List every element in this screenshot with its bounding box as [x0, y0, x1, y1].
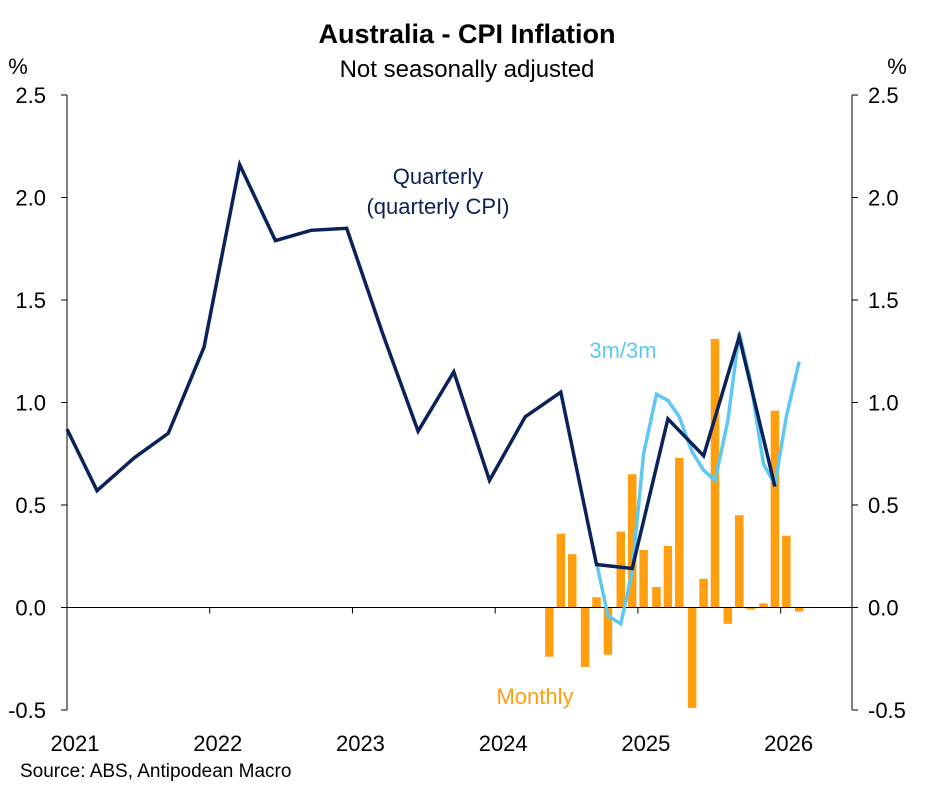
- monthly-bar: [723, 607, 733, 624]
- right-y-tick-label: -0.5: [868, 698, 906, 723]
- 3m3m-series-line: [594, 332, 801, 627]
- x-tick-label: 2026: [764, 731, 813, 756]
- x-tick-label: 2021: [51, 731, 100, 756]
- chart-title: Australia - CPI Inflation: [318, 19, 615, 49]
- monthly-bar: [580, 607, 590, 667]
- x-tick-label: 2024: [479, 731, 528, 756]
- left-y-tick-label: 0.5: [15, 493, 46, 518]
- x-tick-label: 2023: [336, 731, 385, 756]
- left-y-tick-label: 1.0: [15, 391, 46, 416]
- monthly-bar: [759, 603, 768, 608]
- left-y-tick-label: 1.5: [15, 288, 46, 313]
- right-y-tick-label: 0.0: [868, 596, 899, 621]
- tick-labels: 2.5 2.5 2.0 2.0 1.5 1.5 1.0 1.0 0.5 0.5 0.0 0.0 -0.5…: [8, 83, 906, 756]
- quarterly-series-line: [65, 159, 777, 571]
- monthly-bar: [794, 607, 804, 612]
- monthly-bars: [545, 338, 804, 708]
- monthly-bar: [675, 457, 684, 608]
- source-note: Source: ABS, Antipodean Macro: [20, 761, 291, 782]
- right-y-tick-label: 1.5: [868, 288, 899, 313]
- x-tick-label: 2022: [193, 731, 242, 756]
- monthly-bar: [652, 587, 661, 608]
- right-y-tick-label: 1.0: [868, 391, 899, 416]
- left-y-tick-label: 2.0: [15, 186, 46, 211]
- monthly-bar: [545, 607, 554, 657]
- monthly-bar: [699, 578, 708, 608]
- monthly-bar: [568, 554, 577, 608]
- monthly-bar: [627, 474, 637, 608]
- right-y-tick-label: 2.5: [868, 83, 899, 108]
- monthly-bar: [687, 607, 697, 708]
- x-tick-label: 2025: [621, 731, 670, 756]
- chart-subtitle: Not seasonally adjusted: [340, 56, 595, 83]
- monthly-bar: [734, 515, 744, 608]
- series-lines: [65, 159, 801, 627]
- monthly-bar: [663, 546, 673, 608]
- left-y-tick-label: 0.0: [15, 596, 46, 621]
- monthly-bar: [770, 410, 780, 608]
- monthly-bar: [556, 533, 566, 608]
- monthly-bar: [746, 607, 755, 610]
- monthly-bar: [782, 535, 791, 608]
- 3m3m-series-label: 3m/3m: [589, 338, 656, 363]
- monthly-bar: [592, 597, 601, 608]
- quarterly-series-sublabel: (quarterly CPI): [366, 194, 509, 219]
- monthly-series-label: Monthly: [496, 684, 573, 709]
- axes: [61, 94, 858, 711]
- monthly-bar: [616, 531, 626, 608]
- monthly-bar: [603, 607, 613, 655]
- right-axis-unit: %: [887, 54, 907, 79]
- quarterly-series-label: Quarterly: [393, 164, 483, 189]
- left-y-tick-label: 2.5: [15, 83, 46, 108]
- left-y-tick-label: -0.5: [8, 698, 46, 723]
- right-y-tick-label: 0.5: [868, 493, 899, 518]
- left-axis-unit: %: [8, 54, 28, 79]
- monthly-bar: [639, 550, 648, 608]
- right-y-tick-label: 2.0: [868, 186, 899, 211]
